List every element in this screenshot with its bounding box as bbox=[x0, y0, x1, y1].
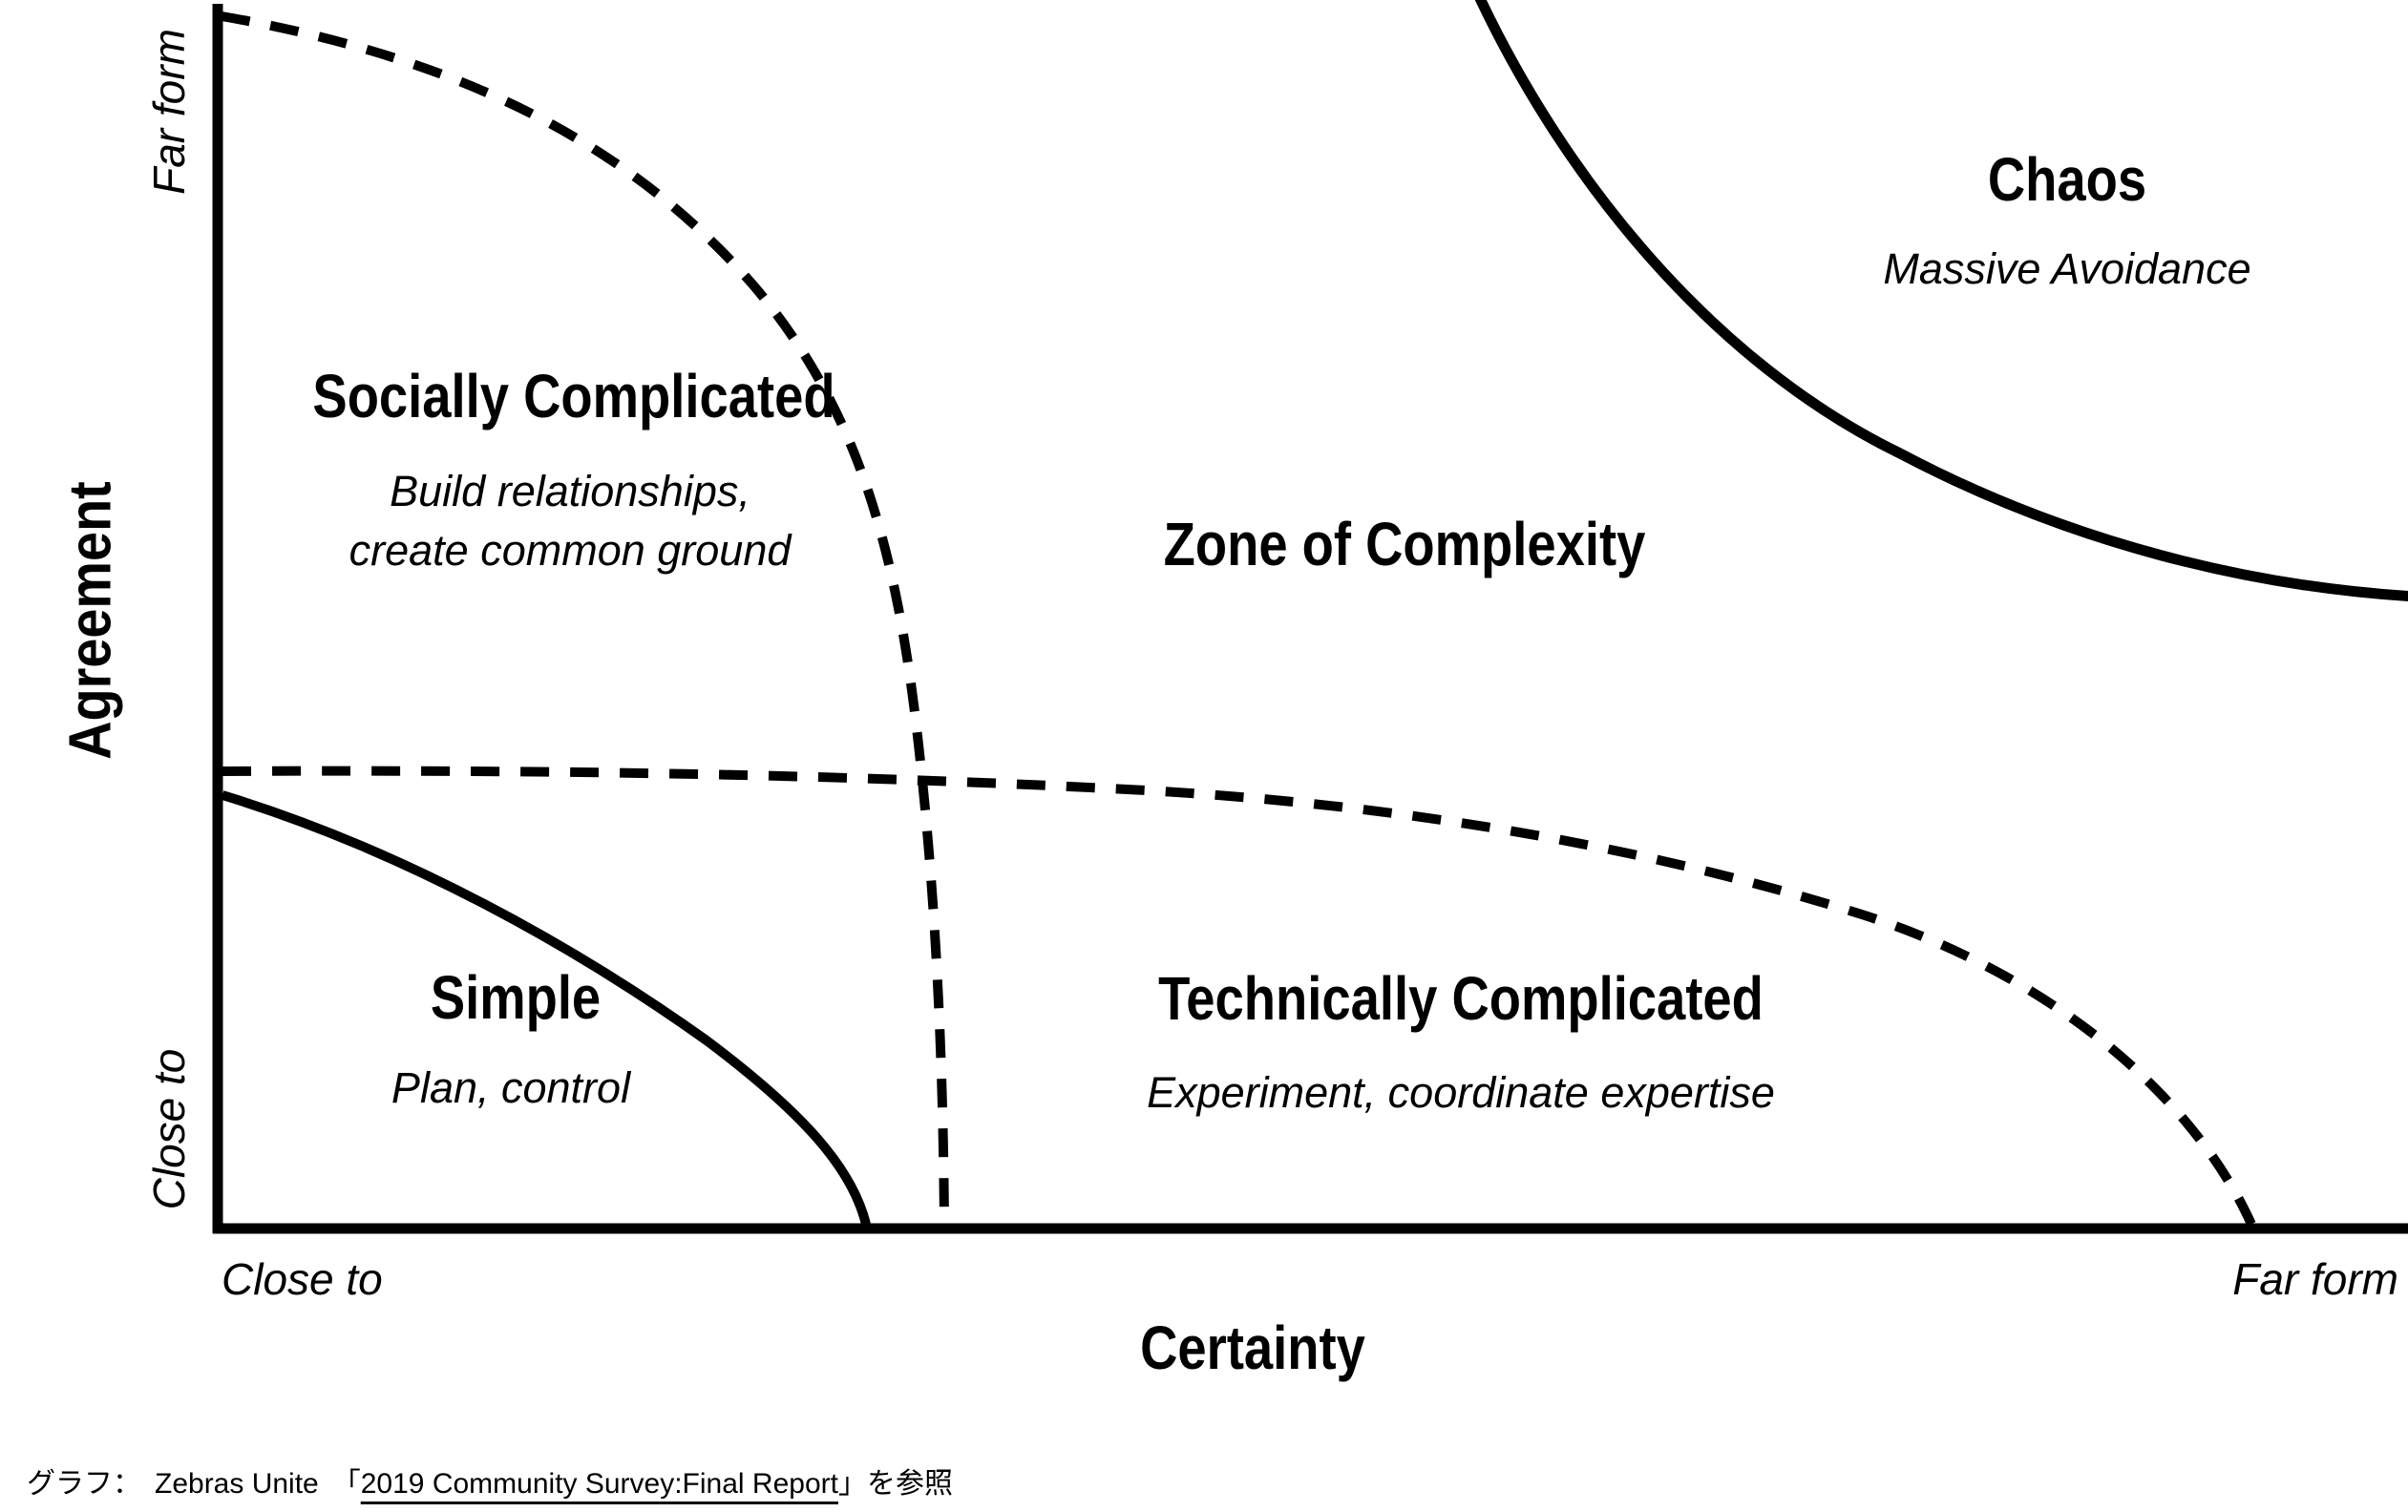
caption-suffix: を参照 bbox=[866, 1468, 953, 1500]
zone-subtitle-technically-complicated: Experiment, coordinate expertise bbox=[1147, 1068, 1775, 1117]
caption-bracket-close: 」 bbox=[837, 1468, 867, 1500]
caption-prefix: グラフ： bbox=[27, 1468, 141, 1500]
zone-title-simple: Simple bbox=[430, 963, 602, 1032]
y-axis-min-label: Close to bbox=[144, 1048, 194, 1210]
zone-subtitle-chaos: Massive Avoidance bbox=[1883, 244, 2251, 293]
x-axis-title: Certainty bbox=[1140, 1313, 1365, 1382]
simple-zone-boundary-arc bbox=[221, 790, 872, 1230]
zone-title-zone-of-complexity: Zone of Complexity bbox=[1163, 510, 1646, 578]
zone-title-technically-complicated: Technically Complicated bbox=[1158, 964, 1764, 1033]
caption-source-name: Zebras Unite bbox=[155, 1468, 319, 1500]
zone-subtitle-socially-complicated: Build relationships, create common groun… bbox=[349, 462, 792, 580]
caption-report-link[interactable]: 2019 Community Survey:Final Report bbox=[360, 1468, 838, 1500]
source-caption: グラフ： Zebras Unite 「2019 Community Survey:F… bbox=[27, 1460, 953, 1502]
caption-bracket-open: 「 bbox=[331, 1468, 361, 1500]
y-axis-max-label: Far form bbox=[144, 29, 194, 195]
y-axis-title: Agreement bbox=[57, 481, 124, 760]
dashed-boundary-vertical-arc bbox=[221, 11, 949, 1229]
chaos-zone-boundary-arc bbox=[1474, 0, 2408, 601]
zone-title-socially-complicated: Socially Complicated bbox=[312, 362, 835, 430]
zone-subtitle-socially-complicated-line1: Build relationships, bbox=[390, 467, 750, 515]
x-axis-min-label: Close to bbox=[222, 1254, 383, 1304]
zone-subtitle-socially-complicated-line2: create common ground bbox=[349, 526, 792, 575]
zone-title-chaos: Chaos bbox=[1987, 145, 2147, 214]
dashed-boundary-horizontal-arc bbox=[222, 766, 2258, 1231]
zone-subtitle-simple: Plan, control bbox=[391, 1063, 631, 1112]
x-axis-max-label: Far form bbox=[2232, 1254, 2398, 1304]
